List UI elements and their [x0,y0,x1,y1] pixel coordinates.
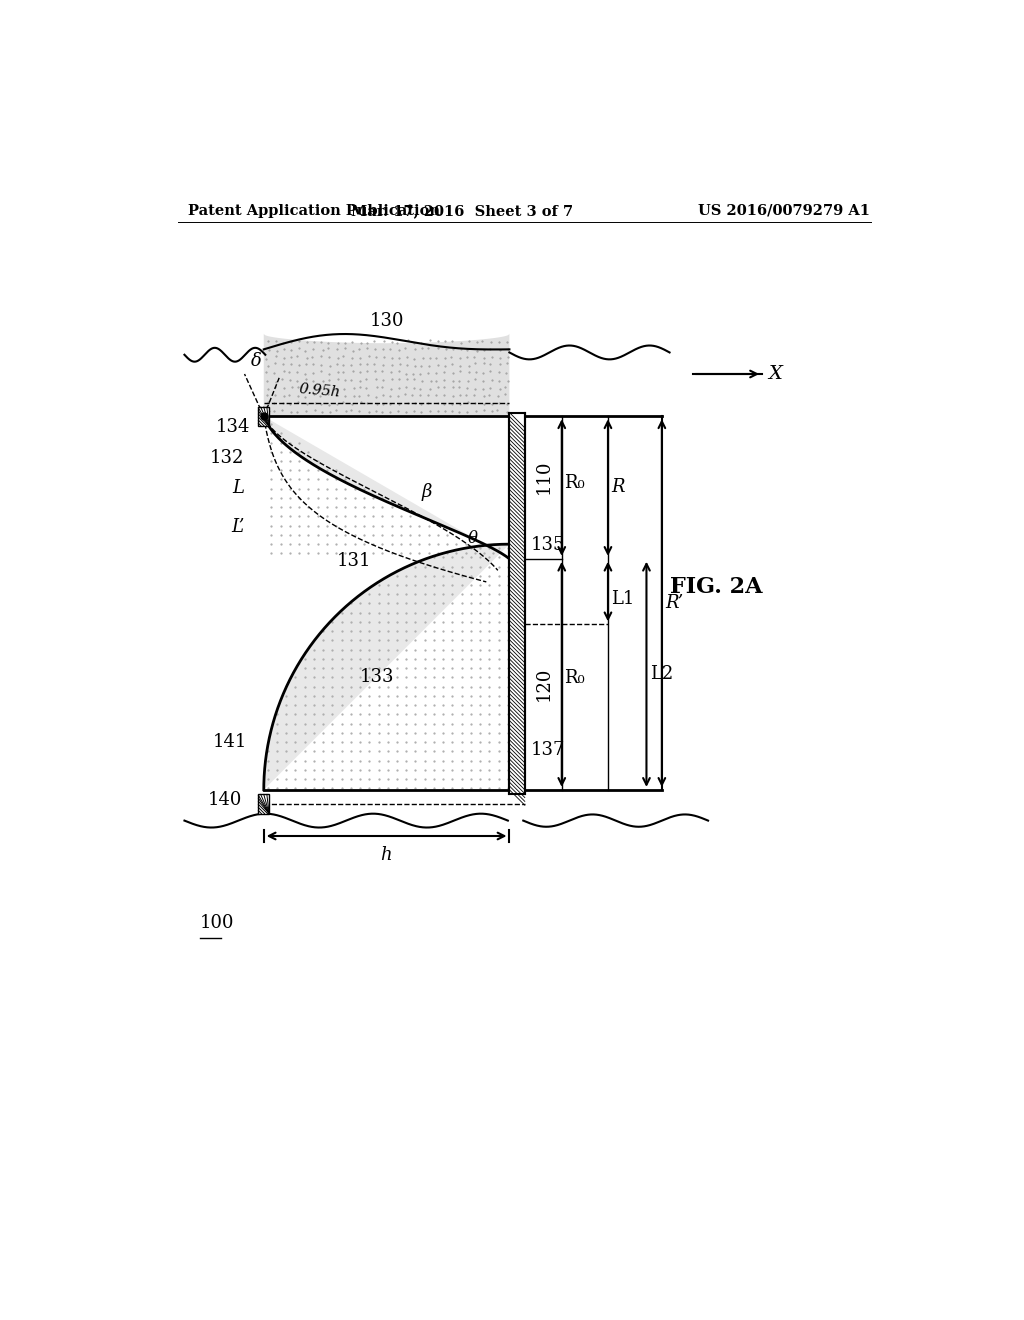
Text: L1: L1 [611,590,635,607]
Text: 140: 140 [208,791,243,809]
Text: 130: 130 [370,313,403,330]
Text: 135: 135 [531,536,565,553]
Text: X: X [768,366,782,383]
Text: 110: 110 [535,459,553,494]
Text: δ: δ [251,352,261,371]
Text: Patent Application Publication: Patent Application Publication [188,203,440,218]
Text: L: L [232,479,245,498]
Text: R₀: R₀ [564,669,585,688]
Text: R₀: R₀ [564,474,585,492]
Text: FIG. 2A: FIG. 2A [670,577,762,598]
Bar [258,795,269,813]
Polygon shape [264,416,509,558]
Text: 134: 134 [215,417,250,436]
Text: 100: 100 [200,915,234,932]
Text: 137: 137 [531,741,565,759]
Text: β: β [422,483,432,502]
Text: R: R [611,478,625,496]
Text: Mar. 17, 2016  Sheet 3 of 7: Mar. 17, 2016 Sheet 3 of 7 [350,203,572,218]
Text: h: h [380,846,392,865]
Text: 0.95h: 0.95h [298,383,341,400]
Text: L’: L’ [231,517,245,536]
Text: R’: R’ [666,594,684,611]
Bar [509,413,525,793]
Text: 120: 120 [535,667,553,701]
Text: 131: 131 [337,553,371,570]
Text: θ: θ [468,531,478,548]
Text: L2: L2 [650,665,674,684]
Text: 141: 141 [213,734,248,751]
Bar [258,407,269,426]
Text: US 2016/0079279 A1: US 2016/0079279 A1 [697,203,869,218]
Polygon shape [264,334,509,416]
Polygon shape [264,544,509,789]
Text: 132: 132 [210,449,245,466]
Text: 133: 133 [359,668,394,686]
